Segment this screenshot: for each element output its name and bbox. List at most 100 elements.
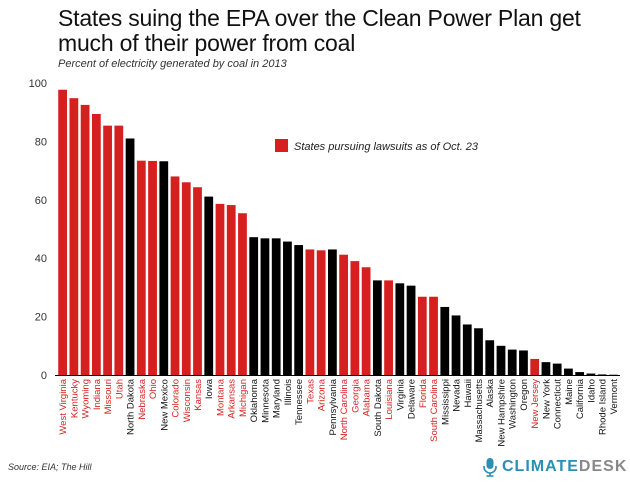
bar [496,345,506,375]
x-tick-label: North Dakota [126,378,137,435]
x-tick-label: Minnesota [260,378,271,423]
x-tick-label: North Carolina [339,378,350,440]
bar [114,125,124,375]
x-tick-label: Rhode Island [598,379,609,435]
y-tick-label: 0 [41,370,47,382]
x-tick-label: South Dakota [373,378,384,436]
bar [485,340,495,375]
bar [451,315,461,375]
x-tick-label: Louisiana [384,378,395,419]
x-tick-label: Hawaii [463,379,474,408]
x-tick-label: New Mexico [159,379,170,431]
bar [271,238,281,375]
x-tick-label: Oklahoma [249,378,260,422]
legend-swatch [275,139,288,152]
bar [541,362,551,375]
bar [58,89,68,375]
bar [193,187,202,375]
y-tick-label: 100 [29,78,47,90]
x-tick-label: New York [541,379,552,419]
bar [305,249,315,375]
x-tick-label: Kansas [193,379,204,411]
x-tick-label: Montana [215,378,226,416]
bar [226,205,236,375]
x-tick-label: South Carolina [429,378,440,442]
bar [372,280,382,375]
bar [294,245,304,375]
bar [429,296,438,375]
bar [103,125,112,375]
x-tick-label: Alabama [362,378,373,416]
x-tick-label: New Hampshire [496,379,507,447]
bar [361,267,371,375]
y-tick-label: 20 [35,312,47,324]
bar [260,238,270,375]
x-tick-label: Washington [508,379,519,429]
chart-subtitle: Percent of electricity generated by coal… [58,58,287,70]
bar [148,160,157,375]
x-tick-label: Wyoming [81,379,92,419]
x-tick-label: Delaware [407,379,418,419]
bar [417,296,427,375]
bar [530,358,540,375]
bar [474,328,483,375]
source-note: Source: EIA; The Hill [8,462,92,472]
microphone-icon [483,458,497,477]
x-tick-label: Texas [305,379,316,404]
bar [181,182,191,375]
bar [136,160,146,375]
bar [384,280,393,375]
bar [249,237,259,375]
bar [69,98,79,376]
x-tick-label: California [575,378,586,419]
x-tick-label: Maine [564,379,575,405]
bar [564,368,573,375]
bar [440,306,450,375]
bar [283,241,292,375]
bar [170,176,180,375]
bar [215,203,225,375]
x-tick-label: Utah [114,379,125,399]
y-tick-label: 60 [35,195,47,207]
brand-name-part2: DESK [578,458,628,475]
bar [125,138,135,375]
bar [406,285,416,375]
x-tick-label: Wisconsin [182,379,193,422]
x-tick-label: Nevada [452,378,463,411]
bar [575,372,585,375]
bar [159,161,169,375]
x-tick-label: Indiana [92,378,103,410]
bar [350,261,360,375]
bar [462,324,472,375]
x-tick-label: Florida [418,378,429,408]
y-tick-label: 80 [35,136,47,148]
x-tick-label: Maryland [272,379,283,418]
legend-label: States pursuing lawsuits as of Oct. 23 [294,141,479,153]
x-tick-label: Illinois [283,379,294,406]
x-tick-label: Connecticut [553,379,564,430]
chart-title: States suing the EPA over the Clean Powe… [58,5,581,56]
bar [597,374,607,376]
x-tick-label: Michigan [238,379,249,417]
x-tick-label: Arizona [317,378,328,411]
x-tick-label: Iowa [204,378,215,399]
x-tick-label: Mississippi [440,379,451,425]
x-tick-label: Pennsylvania [328,378,339,435]
x-tick-label: Idaho [586,379,597,403]
x-tick-label: Missouri [103,379,114,414]
bar [519,350,528,375]
x-tick-label: West Virginia [58,378,69,434]
x-tick-label: Massachusetts [474,379,485,443]
bar [552,363,562,375]
bar [316,250,326,375]
x-tick-label: Georgia [350,378,361,413]
bar [91,113,101,375]
bar [507,349,517,375]
bar [586,373,596,375]
bar [80,104,90,376]
brand-name: CLIMATEDESK [502,458,627,476]
x-tick-label: Tennessee [294,379,305,425]
bar [395,283,405,375]
x-tick-label: New Jersey [530,379,541,429]
